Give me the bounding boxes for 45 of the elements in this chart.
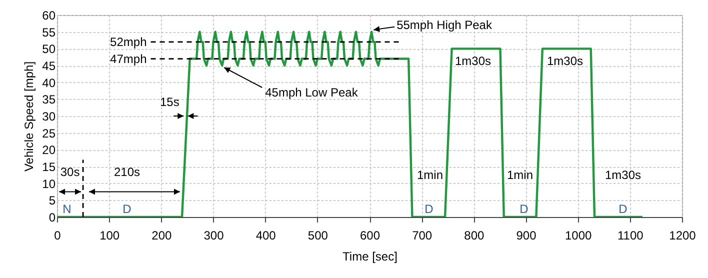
annotation: D [520,202,529,216]
x-tick-label: 700 [412,228,432,242]
x-tick-label: 600 [360,228,380,242]
annotation: N [62,202,72,216]
annotation: D [618,202,628,216]
annotation: D [424,202,434,216]
annotation: 1m30s [604,168,642,182]
annotation: 210s [114,164,140,179]
annotation: 47mph [110,52,147,66]
y-tick-label: 0 [48,210,56,224]
x-tick-label: 100 [100,228,120,242]
x-tick-label: 800 [464,228,484,242]
x-tick-label: 900 [516,228,537,242]
annotation: 15s [160,95,180,109]
y-tick-label: 25 [42,126,56,140]
x-tick-label: 1200 [669,228,696,242]
annotation: 1m30s [454,54,492,68]
annotation: 30s [60,164,80,179]
y-tick-label: 20 [42,143,56,158]
annotation: 55mph High Peak [396,18,493,32]
annotation: 52mph [110,34,147,49]
y-tick-label: 30 [42,110,56,124]
x-tick-label: 200 [152,228,172,242]
x-axis-title: Time [sec] [342,250,398,264]
annotation: 45mph Low Peak [265,86,359,100]
x-tick-label: 300 [204,228,224,242]
y-tick-label: 5 [48,194,56,208]
line-series [57,30,644,217]
y-tick-label: 35 [42,92,56,107]
y-axis-title: Vehicle Speed [mph] [22,61,36,172]
y-tick-label: 60 [42,8,56,22]
annotation: 1min [416,168,444,182]
x-tick-label: 500 [308,228,328,242]
annotation: 1min [506,168,534,182]
y-tick-label: 40 [42,76,56,90]
annotation: 1m30s [546,54,584,68]
x-tick-label: 1000 [564,228,592,242]
annotation: D [122,202,132,216]
y-tick-label: 50 [42,42,56,56]
y-tick-label: 10 [42,176,56,191]
x-tick-label: 1100 [618,228,644,242]
y-tick-label: 45 [42,59,56,73]
y-tick-label: 55 [42,25,56,40]
x-tick-label: 400 [256,228,276,242]
y-tick-label: 15 [42,160,56,174]
